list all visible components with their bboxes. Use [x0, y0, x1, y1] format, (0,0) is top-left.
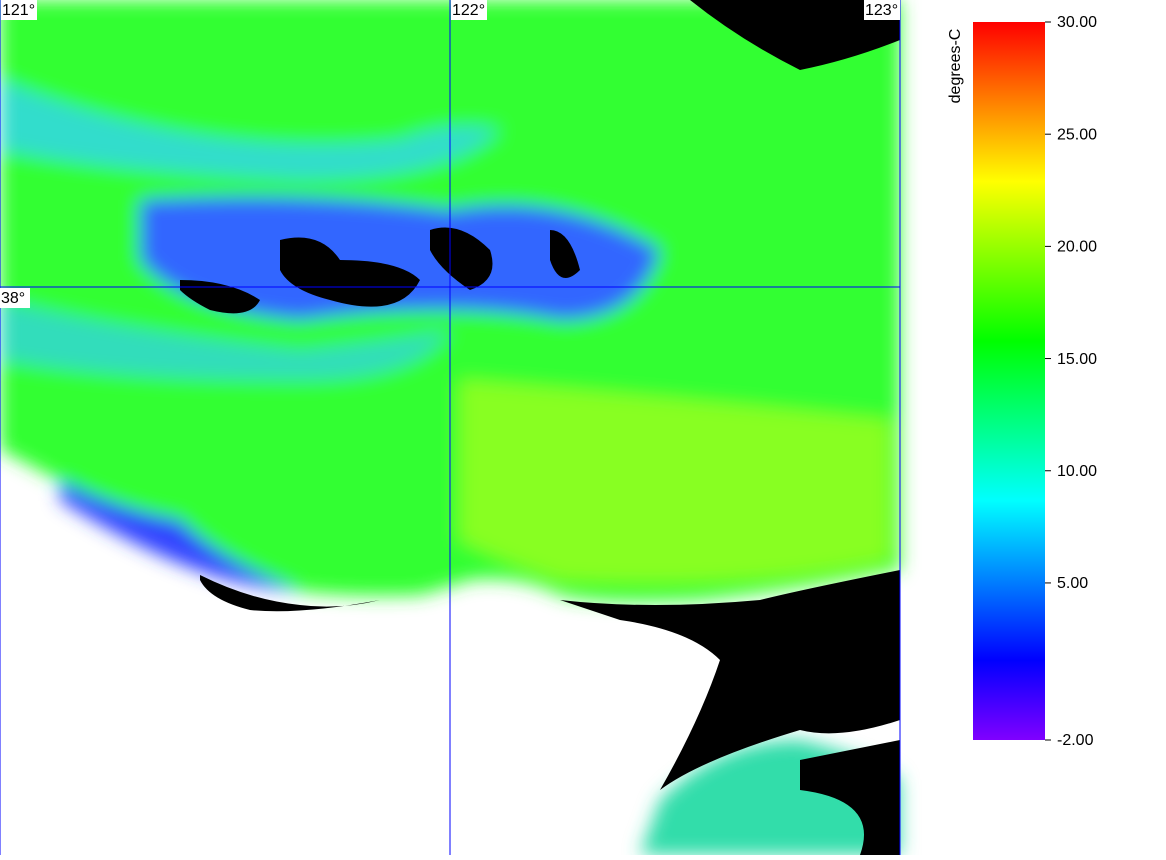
label-bg — [451, 0, 487, 20]
colorbar-tick-label: 5.00 — [1057, 575, 1088, 592]
colorbar-tick-label: 15.00 — [1057, 351, 1097, 368]
longitude-label: 121° — [2, 2, 35, 19]
label-bg — [1, 0, 37, 20]
longitude-label: 123° — [865, 2, 898, 19]
colorbar-tick-label: -2.00 — [1057, 732, 1094, 749]
colorbar-tick-label: 20.00 — [1057, 239, 1097, 256]
label-bg — [0, 288, 30, 308]
colorbar-tick-label: 10.00 — [1057, 463, 1097, 480]
label-bg — [864, 0, 900, 20]
colorbar-tick-label: 25.00 — [1057, 126, 1097, 143]
colorbar-tick-label: 30.00 — [1057, 14, 1097, 31]
latitude-label: 38° — [1, 290, 25, 307]
colorbar — [973, 22, 1045, 740]
colorbar-label: degrees-C — [947, 29, 964, 104]
longitude-label: 122° — [452, 2, 485, 19]
